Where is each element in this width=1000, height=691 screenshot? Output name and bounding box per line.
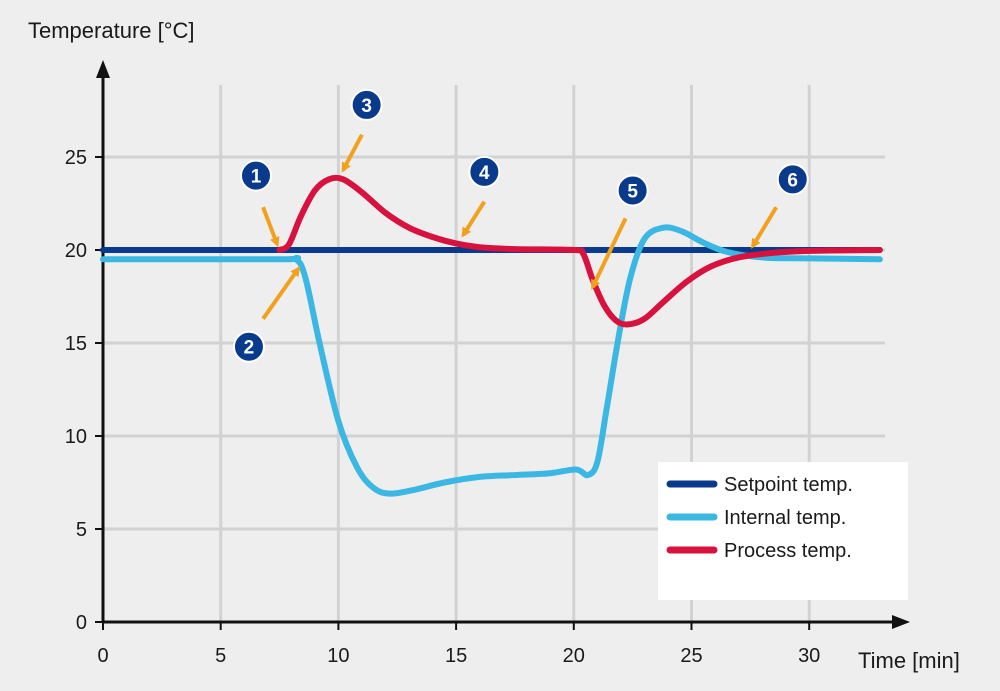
annotation-arrow-4 xyxy=(461,200,487,238)
annotation-number-2: 2 xyxy=(244,338,255,359)
x-tick-label: 5 xyxy=(215,645,226,667)
annotation-badge-1 xyxy=(240,159,273,192)
legend-label-2: Process temp. xyxy=(724,540,852,562)
annotation-badge-6 xyxy=(776,163,809,196)
x-tick-label: 20 xyxy=(563,645,585,667)
series-lines xyxy=(100,174,883,497)
annotations: 1 2 3 4 5 6 xyxy=(232,88,809,363)
annotation-badge-4 xyxy=(468,155,501,188)
annotation-arrow-3 xyxy=(341,133,364,173)
annotation-number-4: 4 xyxy=(479,163,490,184)
annotation-arrow-2 xyxy=(261,266,301,320)
x-tick-label: 30 xyxy=(798,645,820,667)
annotation-arrow-6 xyxy=(750,206,778,249)
x-tick-label: 25 xyxy=(680,645,702,667)
y-tick-label: 5 xyxy=(76,519,87,541)
y-axis-title: Temperature [°C] xyxy=(28,18,195,43)
x-axis-arrow xyxy=(892,615,910,629)
legend: Setpoint temp. Internal temp. Process temp… xyxy=(658,462,908,600)
y-tick-label: 0 xyxy=(76,612,87,634)
annotation-arrow-1 xyxy=(261,206,280,248)
y-axis-arrow xyxy=(96,60,110,78)
annotation-number-5: 5 xyxy=(627,181,638,202)
series-line-2 xyxy=(276,174,883,328)
annotation-number-3: 3 xyxy=(361,96,372,117)
x-tick-label: 0 xyxy=(97,645,108,667)
x-axis-title: Time [min] xyxy=(858,648,960,673)
legend-label-0: Setpoint temp. xyxy=(724,474,853,496)
annotation-number-1: 1 xyxy=(251,167,262,188)
y-tick-label: 10 xyxy=(65,426,87,448)
annotation-badge-5 xyxy=(616,174,649,207)
y-tick-label: 20 xyxy=(65,240,87,262)
annotation-arrow-5 xyxy=(590,217,628,290)
annotation-badge-3 xyxy=(350,88,383,121)
x-tick-label: 10 xyxy=(327,645,349,667)
x-tick-label: 15 xyxy=(445,645,467,667)
annotation-number-6: 6 xyxy=(787,170,798,191)
y-tick-label: 15 xyxy=(65,333,87,355)
y-tick-label: 25 xyxy=(65,147,87,169)
series-line-1 xyxy=(100,224,883,497)
legend-label-1: Internal temp. xyxy=(724,507,846,529)
annotation-badge-2 xyxy=(232,330,265,363)
